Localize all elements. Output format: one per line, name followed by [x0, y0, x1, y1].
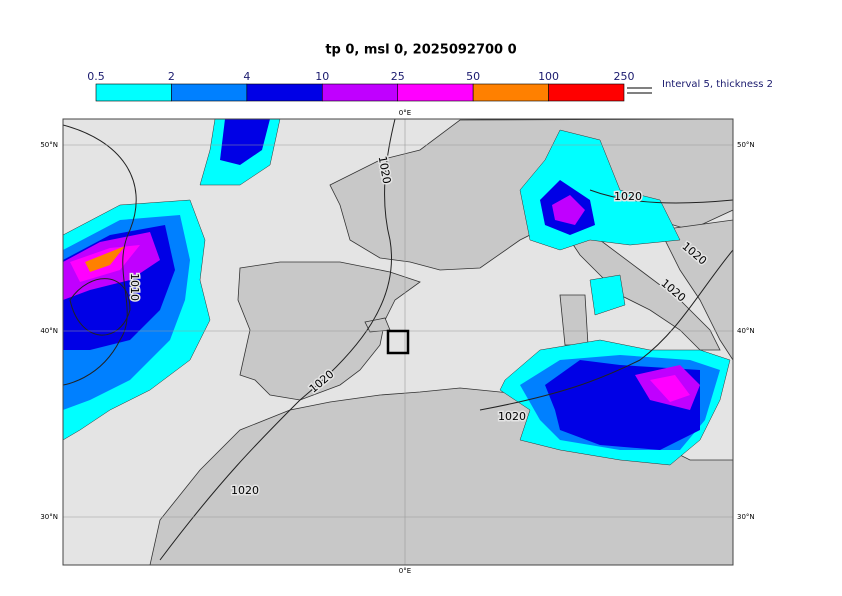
colorbar-segment: [321, 83, 399, 102]
map-frame: [62, 118, 734, 566]
contour-label: 1010: [128, 273, 141, 301]
title: tp 0, msl 0, 2025092700 0: [325, 43, 516, 58]
colorbar-label: 2: [168, 70, 175, 83]
lat-label: 30°N: [737, 513, 755, 521]
colorbar-label: 4: [243, 70, 250, 83]
lon-label: 0°E: [399, 109, 411, 117]
lat-label: 30°N: [40, 513, 58, 521]
colorbar-segment: [472, 83, 549, 102]
colorbar: 0.5 2 4 10 25 50 100 250: [87, 70, 635, 102]
colorbar-label: 250: [614, 70, 635, 83]
colorbar-segment: [171, 83, 248, 102]
colorbar-label: 50: [466, 70, 480, 83]
contour-label: 1020: [231, 484, 259, 497]
colorbar-label: 10: [315, 70, 329, 83]
colorbar-segment: [548, 83, 625, 102]
colorbar-label: 100: [538, 70, 559, 83]
colorbar-segment: [95, 83, 172, 102]
colorbar-label: 25: [391, 70, 405, 83]
legend-text: Interval 5, thickness 2: [662, 79, 773, 90]
lat-label: 40°N: [737, 327, 755, 335]
colorbar-label: 0.5: [87, 70, 105, 83]
colorbar-segment: [397, 83, 474, 102]
lat-label: 50°N: [40, 141, 58, 149]
lat-label: 50°N: [737, 141, 755, 149]
contour-label: 1020: [498, 410, 526, 423]
colorbar-segment: [246, 83, 323, 102]
lon-label: 0°E: [399, 567, 411, 575]
contour-label: 1020: [614, 190, 642, 203]
lat-label: 40°N: [40, 327, 58, 335]
